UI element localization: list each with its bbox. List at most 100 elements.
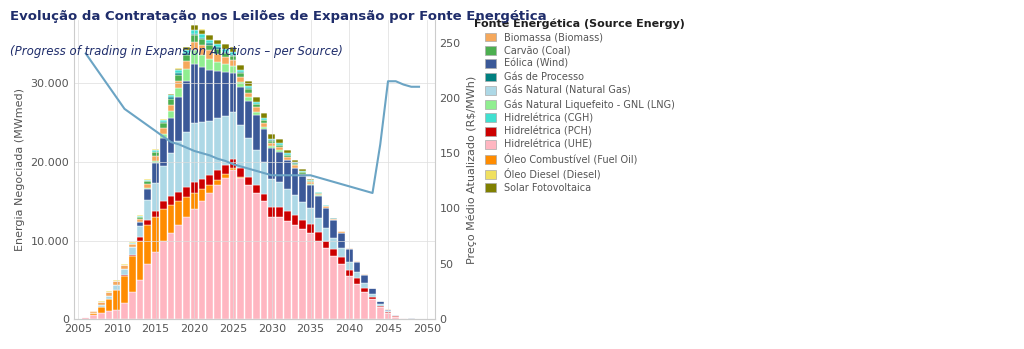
Bar: [253, 193, 259, 319]
Bar: [105, 299, 113, 311]
Bar: [292, 215, 298, 225]
Bar: [268, 141, 275, 143]
Bar: [160, 201, 167, 209]
Bar: [175, 141, 182, 192]
Bar: [98, 301, 104, 302]
Bar: [261, 201, 267, 319]
Bar: [214, 40, 221, 44]
Bar: [370, 288, 376, 289]
Bar: [183, 61, 189, 69]
Bar: [229, 112, 237, 159]
Bar: [315, 193, 322, 194]
Bar: [261, 118, 267, 120]
Bar: [261, 127, 267, 129]
Bar: [207, 121, 213, 175]
Bar: [191, 50, 198, 65]
Bar: [114, 281, 120, 285]
Bar: [105, 291, 113, 292]
Bar: [292, 165, 298, 168]
Bar: [353, 272, 360, 278]
Bar: [168, 196, 174, 205]
Bar: [299, 176, 306, 177]
Bar: [199, 122, 206, 179]
Bar: [207, 40, 213, 43]
Bar: [299, 169, 306, 171]
Y-axis label: Preço Médio Atualizado (R$/MWh): Preço Médio Atualizado (R$/MWh): [466, 76, 476, 264]
Bar: [129, 243, 135, 244]
Bar: [175, 201, 182, 225]
Bar: [229, 168, 237, 170]
Bar: [207, 43, 213, 45]
Bar: [137, 225, 143, 237]
Bar: [238, 168, 244, 177]
Bar: [153, 217, 159, 252]
Bar: [268, 140, 275, 141]
Bar: [207, 193, 213, 319]
Bar: [90, 313, 97, 315]
Bar: [114, 285, 120, 290]
Bar: [199, 67, 206, 122]
Bar: [353, 284, 360, 319]
Bar: [229, 170, 237, 319]
Bar: [121, 275, 128, 276]
Bar: [307, 185, 313, 208]
Text: (Progress of trading in Expansion Auctions – per Source): (Progress of trading in Expansion Auctio…: [10, 45, 343, 58]
Bar: [361, 274, 368, 275]
Bar: [238, 125, 244, 168]
Bar: [268, 217, 275, 319]
Bar: [229, 55, 237, 56]
Bar: [377, 306, 384, 307]
Y-axis label: Energia Negociada (MWmed): Energia Negociada (MWmed): [15, 88, 25, 251]
Bar: [338, 247, 345, 257]
Bar: [168, 205, 174, 233]
Bar: [137, 222, 143, 225]
Bar: [121, 265, 128, 269]
Bar: [129, 256, 135, 292]
Bar: [191, 209, 198, 319]
Bar: [191, 123, 198, 182]
Bar: [284, 160, 291, 188]
Bar: [276, 181, 283, 207]
Bar: [90, 311, 97, 313]
Bar: [183, 81, 189, 132]
Bar: [238, 65, 244, 70]
Bar: [105, 292, 113, 296]
Bar: [144, 200, 152, 220]
Bar: [129, 244, 135, 247]
Bar: [222, 165, 228, 174]
Bar: [331, 238, 337, 249]
Bar: [245, 101, 252, 138]
Bar: [253, 97, 259, 102]
Bar: [175, 225, 182, 319]
Bar: [307, 208, 313, 224]
Bar: [183, 132, 189, 187]
Bar: [191, 30, 198, 34]
Bar: [153, 183, 159, 211]
Bar: [207, 50, 213, 59]
Bar: [191, 42, 198, 50]
Bar: [299, 173, 306, 176]
Bar: [175, 69, 182, 70]
Bar: [392, 317, 399, 319]
Bar: [323, 240, 330, 248]
Bar: [377, 300, 384, 301]
Bar: [276, 143, 283, 145]
Bar: [315, 218, 322, 232]
Bar: [338, 231, 345, 232]
Bar: [245, 177, 252, 185]
Bar: [175, 81, 182, 88]
Bar: [168, 97, 174, 99]
Bar: [191, 34, 198, 35]
Bar: [153, 152, 159, 153]
Bar: [284, 211, 291, 221]
Bar: [160, 122, 167, 123]
Bar: [245, 88, 252, 89]
Bar: [229, 47, 237, 52]
Bar: [137, 216, 143, 217]
Bar: [261, 129, 267, 162]
Bar: [207, 185, 213, 193]
Bar: [238, 77, 244, 82]
Bar: [284, 155, 291, 157]
Bar: [214, 118, 221, 170]
Bar: [207, 35, 213, 40]
